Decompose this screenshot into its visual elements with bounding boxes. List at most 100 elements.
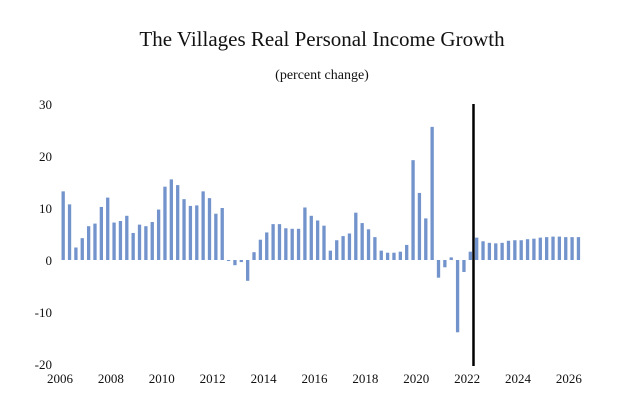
- bar: [506, 240, 511, 260]
- bar: [436, 260, 441, 278]
- bar: [233, 260, 237, 266]
- bar: [182, 199, 186, 260]
- y-tick-label: -10: [35, 305, 52, 320]
- bar: [74, 247, 78, 260]
- bar: [195, 205, 199, 260]
- bar: [570, 237, 574, 260]
- bar: [220, 208, 224, 260]
- bar: [246, 260, 250, 281]
- bar: [500, 242, 504, 260]
- bar: [494, 243, 498, 260]
- bar: [214, 213, 218, 260]
- bar: [258, 239, 263, 260]
- bar: [296, 228, 301, 260]
- bar: [290, 228, 294, 260]
- bar: [61, 191, 65, 260]
- bar: [525, 239, 530, 260]
- bar: [347, 233, 352, 260]
- x-tick-label: 2012: [200, 371, 226, 386]
- bar: [80, 238, 84, 260]
- bar: [303, 207, 307, 260]
- bar: [284, 228, 288, 260]
- bar: [373, 237, 377, 260]
- chart-title: The Villages Real Personal Income Growth: [139, 27, 505, 51]
- chart-subtitle: (percent change): [275, 68, 369, 83]
- x-tick-label: 2026: [556, 371, 583, 386]
- bar: [239, 260, 243, 263]
- x-tick-label: 2024: [505, 371, 532, 386]
- bar: [207, 198, 212, 260]
- bar: [144, 226, 148, 260]
- bar: [93, 223, 97, 260]
- bar: [430, 126, 434, 260]
- bar: [118, 221, 123, 260]
- bar: [392, 252, 396, 260]
- bar: [519, 240, 523, 260]
- bar: [443, 260, 447, 268]
- x-tick-label: 2014: [251, 371, 278, 386]
- y-tick-label: 10: [39, 201, 52, 216]
- bar: [163, 186, 167, 260]
- bar: [277, 224, 282, 260]
- bar: [379, 250, 383, 260]
- bar: [309, 215, 313, 260]
- x-tick-label: 2006: [47, 371, 74, 386]
- bar: [449, 257, 453, 260]
- bar: [131, 232, 135, 260]
- x-axis: 2006 2008 2010 2012 2014 2016 2018 2020 2022 2024…: [47, 371, 582, 386]
- x-tick-label: 2020: [403, 371, 429, 386]
- bar: [398, 251, 402, 260]
- bar: [86, 226, 91, 260]
- bar: [475, 237, 479, 260]
- x-tick-label: 2010: [149, 371, 175, 386]
- x-tick-label: 2022: [454, 371, 480, 386]
- bar: [576, 237, 581, 260]
- bar: [156, 209, 161, 260]
- bar: [545, 237, 549, 260]
- bar: [315, 220, 320, 260]
- bar: [226, 260, 231, 262]
- bar: [424, 218, 428, 260]
- bar: [557, 236, 562, 260]
- bar: [481, 241, 485, 260]
- y-tick-label: 20: [39, 149, 52, 164]
- x-tick-label: 2016: [301, 371, 328, 386]
- bar: [169, 179, 173, 260]
- bar: [462, 260, 466, 272]
- bar: [137, 224, 142, 260]
- bar: [455, 260, 460, 333]
- bar: [322, 225, 326, 260]
- bar: [532, 238, 536, 260]
- bar: [99, 206, 104, 260]
- bar: [188, 205, 193, 260]
- bar: [405, 244, 409, 260]
- bar: [468, 251, 472, 260]
- bar: [335, 240, 339, 260]
- bar: [328, 250, 333, 260]
- bar: [385, 252, 390, 260]
- bar: [125, 215, 129, 260]
- bar: [360, 223, 364, 260]
- bar: [366, 229, 371, 260]
- y-tick-label: 30: [39, 97, 52, 112]
- bar: [67, 204, 72, 260]
- bar: [487, 242, 492, 260]
- bar-series: [61, 126, 581, 333]
- bar: [417, 192, 422, 260]
- bar: [354, 212, 358, 260]
- bar: [150, 222, 154, 260]
- y-tick-label: 0: [46, 253, 53, 268]
- x-tick-label: 2018: [352, 371, 378, 386]
- bar: [551, 236, 555, 260]
- y-tick-label: -20: [35, 357, 52, 372]
- y-axis: 30 20 10 0 -10 -20: [35, 97, 52, 372]
- bar: [176, 185, 180, 260]
- bar: [538, 237, 542, 260]
- bar: [112, 222, 116, 260]
- bar: [201, 191, 205, 260]
- bar: [564, 237, 568, 260]
- bar: [271, 224, 275, 260]
- bar: [252, 252, 256, 260]
- bar: [265, 232, 269, 260]
